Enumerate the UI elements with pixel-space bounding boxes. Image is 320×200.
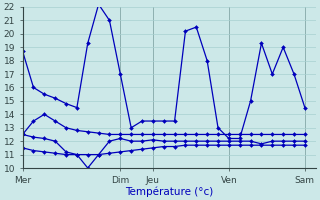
- X-axis label: Température (°c): Température (°c): [125, 186, 213, 197]
